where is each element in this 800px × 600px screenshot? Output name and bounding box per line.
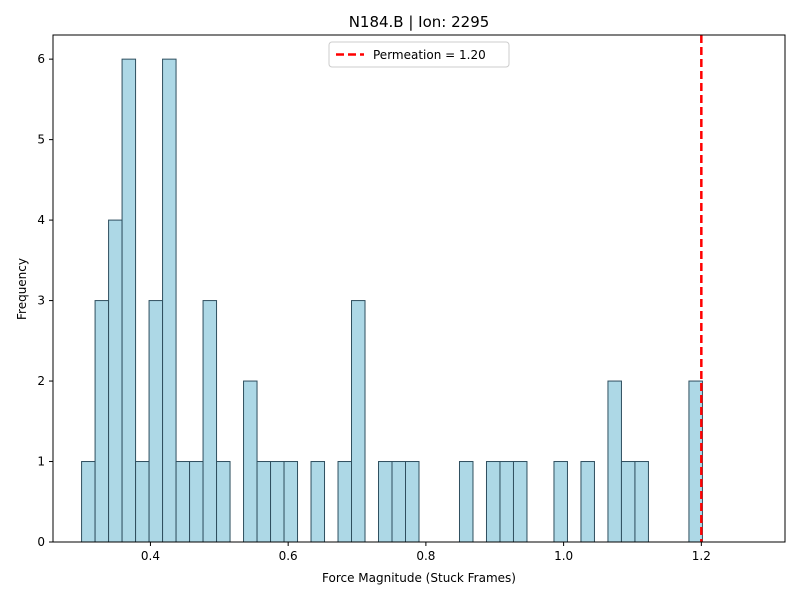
legend-label: Permeation = 1.20	[373, 48, 486, 62]
histogram-bar	[94, 300, 110, 543]
histogram-bar	[458, 461, 474, 543]
histogram-bar	[351, 300, 366, 543]
histogram-bar	[108, 219, 123, 543]
histogram-bar	[405, 461, 420, 543]
histogram-bar	[607, 380, 622, 543]
y-tick-label: 3	[37, 294, 45, 308]
y-tick-label: 0	[37, 535, 45, 549]
histogram-bar	[283, 461, 299, 543]
histogram-bar	[189, 461, 204, 543]
y-tick-label: 2	[37, 374, 45, 388]
x-tick-label: 1.0	[554, 549, 573, 563]
chart-title: N184.B | Ion: 2295	[349, 13, 490, 31]
histogram-bar	[121, 58, 137, 543]
histogram-bar	[580, 461, 595, 543]
y-tick-label: 5	[37, 133, 45, 147]
histogram-bar	[202, 300, 218, 543]
histogram-bar	[148, 300, 164, 543]
histogram-bar	[499, 461, 514, 543]
histogram-bar	[270, 461, 285, 543]
histogram-bar	[485, 461, 501, 543]
x-axis-label: Force Magnitude (Stuck Frames)	[322, 571, 516, 585]
histogram-bar	[175, 461, 191, 543]
plot-frame	[52, 34, 786, 543]
bars-group	[81, 58, 703, 543]
histogram-bar	[243, 380, 258, 543]
x-tick-label: 0.8	[416, 549, 435, 563]
y-axis-label: Frequency	[15, 258, 29, 320]
x-tick-label: 0.4	[141, 549, 160, 563]
histogram-bar	[216, 461, 231, 543]
y-tick-label: 1	[37, 455, 45, 469]
histogram-bar	[634, 461, 649, 543]
histogram-bar	[310, 461, 326, 543]
histogram-bar	[512, 461, 528, 543]
histogram-bar	[620, 461, 636, 543]
y-tick-label: 6	[37, 52, 45, 66]
histogram-bar	[135, 461, 150, 543]
x-tick-label: 1.2	[692, 549, 711, 563]
histogram-bar	[337, 461, 353, 543]
y-tick-label: 4	[37, 213, 45, 227]
histogram-bar	[256, 461, 272, 543]
y-axis-ticks: 0 1 2 3 4 5 6	[37, 52, 53, 549]
histogram-bar	[378, 461, 393, 543]
x-axis-ticks: 0.4 0.6 0.8 1.0 1.2	[141, 542, 711, 563]
x-tick-label: 0.6	[279, 549, 298, 563]
histogram-bar	[553, 461, 568, 543]
histogram-bar	[162, 58, 177, 543]
histogram-bar	[391, 461, 407, 543]
histogram-bar	[81, 461, 96, 543]
legend-box	[328, 41, 510, 68]
legend: Permeation = 1.20	[328, 41, 510, 68]
